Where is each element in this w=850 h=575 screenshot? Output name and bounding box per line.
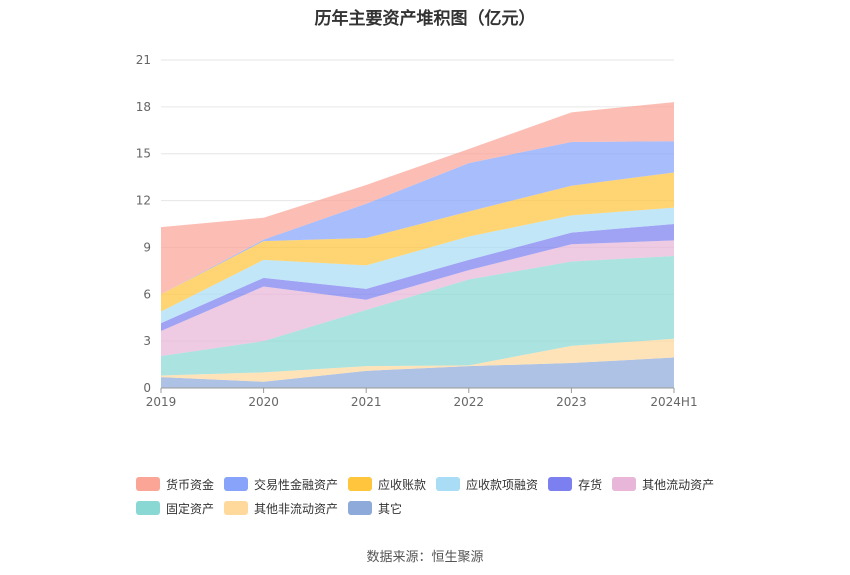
y-tick-label: 3 [143,334,151,348]
area-固定资产[interactable] [161,256,674,376]
area-其他非流动资产[interactable] [161,338,674,382]
legend-label: 其他非流动资产 [254,501,339,516]
legend-item[interactable]: 存货 [548,476,602,493]
y-tick-label: 21 [136,53,151,67]
stacked-area-chart: 0 3 6 9 12 15 18 21 2019 2020 2021 2022 2023 2024H1 [136,53,698,409]
area-应收款项融资[interactable] [161,207,674,324]
legend-item[interactable]: 其他流动资产 [612,476,714,493]
legend-label: 应收账款 [378,477,427,492]
y-tick-label: 18 [136,100,151,114]
legend-label: 其他流动资产 [642,477,715,492]
chart-title: 历年主要资产堆积图（亿元） [314,9,536,29]
legend-swatch [348,477,373,491]
legend-swatch [348,501,373,515]
x-tick-label: 2021 [351,395,382,409]
area-存货[interactable] [161,224,674,331]
data-source: 数据来源：恒生聚源 [366,550,484,565]
y-tick-label: 0 [143,381,151,395]
legend-label: 存货 [578,477,603,492]
legend-label: 其它 [378,501,403,516]
area-交易性金融资产[interactable] [161,141,674,295]
legend-swatch [136,501,160,515]
legend-item[interactable]: 应收款项融资 [436,476,538,493]
legend-row-1: 货币资金 交易性金融资产 应收账款 应收款项融资 存货 其他流动资产 [136,472,736,496]
y-tick-label: 9 [143,240,151,254]
legend-swatch [612,477,637,491]
legend-swatch [136,477,160,491]
legend-swatch [436,477,461,491]
axes: 0 3 6 9 12 15 18 21 2019 2020 2021 2022 2023 2024H1 [136,53,698,409]
legend: 货币资金 交易性金融资产 应收账款 应收款项融资 存货 其他流动资产 固定资产 其他非流动资… [136,472,736,520]
legend-swatch [224,501,249,515]
legend-row-2: 固定资产 其他非流动资产 其它 [136,496,736,520]
area-货币资金[interactable] [161,102,674,295]
legend-item[interactable]: 应收账款 [348,476,426,493]
area-其它[interactable] [161,357,674,388]
legend-item[interactable]: 固定资产 [136,500,214,517]
legend-label: 货币资金 [166,477,215,492]
legend-item[interactable]: 其它 [348,500,402,517]
legend-label: 应收款项融资 [466,477,539,492]
legend-label: 固定资产 [166,501,215,516]
x-tick-label: 2020 [248,395,279,409]
y-tick-label: 12 [136,194,151,208]
legend-item[interactable]: 其他非流动资产 [224,500,338,517]
y-tick-label: 6 [143,287,151,301]
legend-item[interactable]: 货币资金 [136,476,214,493]
x-tick-label: 2019 [146,395,177,409]
area-应收账款[interactable] [161,172,674,312]
x-tick-label: 2024H1 [650,395,697,409]
legend-swatch [548,477,573,491]
x-tick-label: 2022 [454,395,485,409]
legend-label: 交易性金融资产 [254,477,339,492]
area-其他流动资产[interactable] [161,240,674,356]
area-series [161,102,674,388]
legend-item[interactable]: 交易性金融资产 [224,476,338,493]
legend-swatch [224,477,249,491]
y-tick-label: 15 [136,147,151,161]
x-tick-label: 2023 [556,395,587,409]
